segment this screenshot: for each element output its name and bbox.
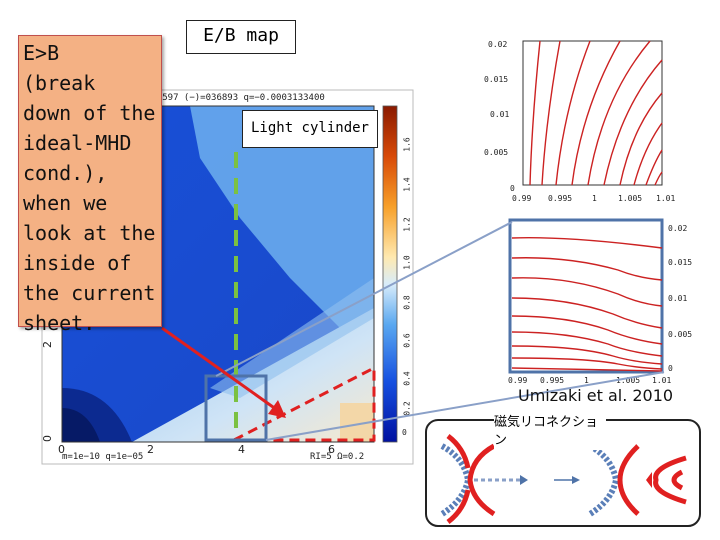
- note-line: the current: [23, 281, 156, 305]
- top-plot-x-tick: 1.01: [656, 194, 676, 203]
- zoom-plot-x-tick: 1.005: [616, 376, 641, 385]
- note-line: look at the: [23, 221, 156, 245]
- top-plot-x-tick: 0.995: [548, 194, 573, 203]
- colormap-x-tick: 4: [238, 443, 245, 456]
- colorbar-tick: 0: [402, 428, 407, 437]
- top-plot-y-tick: 0.005: [484, 148, 509, 157]
- top-plot-y-tick: 0.01: [490, 110, 510, 119]
- note-line: inside of: [23, 251, 132, 275]
- top-plot-y-tick: 0.015: [484, 75, 509, 84]
- reconnection-caption: 磁気リコネクション: [494, 414, 606, 450]
- top-plot-x-tick: 1.005: [618, 194, 643, 203]
- zoom-plot-y-tick: 0.015: [668, 258, 693, 267]
- top-plot-x-tick: 0.99: [512, 194, 532, 203]
- zoom-box: [204, 374, 268, 442]
- note-line: (break: [23, 71, 96, 95]
- field-lines-zoom-plot: [508, 218, 664, 374]
- note-line: cond.),: [23, 161, 108, 185]
- top-plot-x-tick: 1: [592, 194, 597, 203]
- zoom-plot-x-tick: 1: [584, 376, 589, 385]
- light-cylinder-label: Light cylinder: [242, 110, 378, 148]
- colormap-x-tick: 2: [147, 443, 154, 456]
- zoom-plot-x-tick: 0.995: [540, 376, 565, 385]
- top-plot-y-tick: 0.02: [488, 40, 508, 49]
- zoom-plot-y-tick: 0.005: [668, 330, 693, 339]
- colormap-header: 030597 (−)=036893 q=−0.0003133400: [146, 93, 325, 103]
- colormap-footer-right: RI=5 Ω=0.2: [310, 452, 365, 462]
- field-lines-top-plot: [522, 40, 663, 186]
- zoom-plot-x-tick: 0.99: [508, 376, 528, 385]
- note-line: sheet.: [23, 311, 96, 335]
- zoom-plot-y-tick: 0.02: [668, 224, 688, 233]
- eb-map-label: E/B map: [186, 20, 296, 54]
- zoom-plot-x-tick: 1.01: [652, 376, 672, 385]
- note-line: E>B: [23, 41, 60, 65]
- citation-credit: Umizaki et al. 2010: [518, 386, 674, 405]
- note-line: down of the: [23, 101, 156, 125]
- colormap-header-part1: 030597 (−)=036893 q: [146, 93, 249, 103]
- colormap-header-part2: =−0.0003133400: [248, 93, 325, 103]
- colormap-footer-left: m=1e−10 q=1e−05: [62, 452, 144, 462]
- explanation-note: E>B (break down of the ideal-MHD cond.),…: [18, 35, 162, 335]
- colormap-x-tick: 0: [58, 443, 65, 456]
- zoom-plot-y-tick: 0.01: [668, 294, 688, 303]
- zoom-plot-y-tick: 0: [668, 364, 673, 373]
- note-line: ideal-MHD: [23, 131, 132, 155]
- colormap-x-tick: 6: [328, 443, 335, 456]
- current-sheet-outline: [233, 365, 376, 442]
- top-plot-y-tick: 0: [510, 184, 515, 193]
- note-line: when we: [23, 191, 108, 215]
